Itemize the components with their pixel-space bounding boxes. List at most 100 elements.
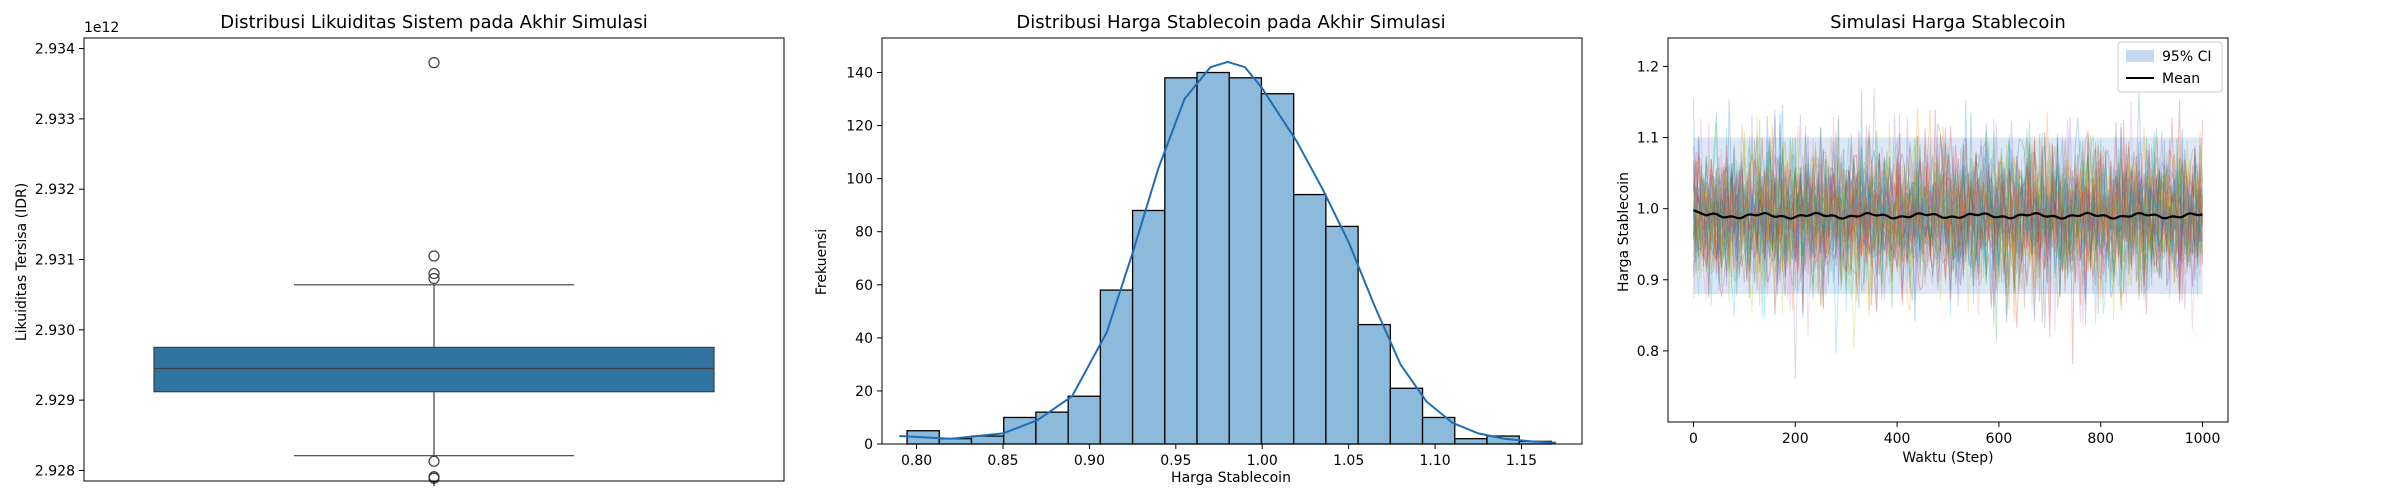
- simulation-panel: Simulasi Harga Stablecoin Harga Stableco…: [1616, 12, 2229, 466]
- simulation-ytick-label: 1.0: [1637, 202, 1659, 218]
- histogram-xtick-label: 0.90: [1074, 453, 1105, 469]
- simulation-path: [1693, 126, 2203, 271]
- simulation-path: [1693, 109, 2203, 337]
- simulation-path: [1693, 143, 2203, 273]
- histogram-bar: [1389, 387, 1424, 445]
- histogram-xlabel: Harga Stablecoin: [1171, 470, 1291, 486]
- simulation-paths: [1693, 87, 2203, 379]
- simulation-path: [1693, 122, 2203, 354]
- simulation-path: [1693, 151, 2203, 269]
- boxplot-ytick-label: 2.933: [35, 112, 75, 128]
- boxplot-ytick-label: 2.930: [35, 323, 75, 339]
- histogram-bar: [1421, 416, 1456, 445]
- simulation-path: [1693, 164, 2203, 271]
- simulation-xlabel: Waktu (Step): [1902, 450, 1993, 466]
- boxplot-yticks: 2.928 2.929 2.930 2.931 2.932 2.933 2.934: [35, 42, 84, 479]
- simulation-ci-band: [1693, 137, 2203, 294]
- simulation-path: [1693, 121, 2203, 309]
- simulation-xticks: 0 200 400 600 800 1000: [1689, 422, 2220, 447]
- legend-ci-swatch: [2126, 50, 2154, 62]
- histogram-ytick-label: 0: [864, 437, 873, 453]
- simulation-path: [1693, 127, 2203, 323]
- histogram-bar: [1067, 395, 1102, 445]
- histogram-ytick-label: 120: [846, 119, 873, 135]
- simulation-xtick-label: 600: [1986, 431, 2013, 447]
- histogram-ytick-label: 20: [855, 384, 873, 400]
- simulation-axes-frame: [1667, 37, 2229, 423]
- simulation-xtick-label: 1000: [2185, 431, 2221, 447]
- simulation-path: [1693, 109, 2203, 314]
- boxplot-box-group: [153, 57, 715, 484]
- histogram-ytick-label: 40: [855, 331, 873, 347]
- simulation-path: [1693, 134, 2203, 316]
- histogram-ytick-label: 60: [855, 278, 873, 294]
- histogram-xtick-label: 0.80: [901, 453, 932, 469]
- histogram-ytick-label: 80: [855, 225, 873, 241]
- simulation-legend: 95% CI Mean: [2117, 41, 2223, 93]
- histogram-xtick-label: 0.95: [1160, 453, 1191, 469]
- boxplot-ytick-label: 2.931: [35, 253, 75, 269]
- histogram-bar: [1131, 209, 1166, 445]
- simulation-xtick-label: 0: [1689, 431, 1698, 447]
- simulation-ytick-label: 0.9: [1637, 273, 1659, 289]
- histogram-bar: [1228, 77, 1263, 445]
- histogram-xticks: 0.80 0.85 0.90 0.95 1.00 1.05 1.10 1.15: [901, 444, 1537, 469]
- boxplot-ytick-label: 2.929: [35, 393, 75, 409]
- simulation-path: [1693, 113, 2203, 312]
- histogram-bar: [1260, 93, 1295, 445]
- boxplot-panel: Distribusi Likuiditas Sistem pada Akhir …: [14, 12, 785, 486]
- boxplot-outlier: [428, 272, 440, 285]
- boxplot-outlier: [428, 57, 440, 69]
- boxplot-outlier: [428, 267, 440, 280]
- histogram-ytick-label: 140: [846, 65, 873, 81]
- simulation-xtick-label: 400: [1884, 431, 1911, 447]
- histogram-title: Distribusi Harga Stablecoin pada Akhir S…: [1016, 12, 1445, 33]
- simulation-path: [1693, 147, 2203, 298]
- boxplot-ytick-label: 2.932: [35, 182, 75, 198]
- histogram-ytick-label: 100: [846, 172, 873, 188]
- simulation-path: [1693, 159, 2203, 298]
- boxplot-box: [153, 346, 715, 393]
- boxplot-outlier: [428, 250, 440, 262]
- boxplot-ylabel: Likuiditas Tersisa (IDR): [14, 183, 30, 341]
- simulation-path: [1693, 91, 2203, 329]
- simulation-path: [1693, 120, 2203, 330]
- boxplot-ytick-label: 2.934: [35, 42, 75, 58]
- simulation-path: [1693, 125, 2203, 349]
- simulation-path: [1693, 115, 2203, 309]
- simulation-path: [1693, 136, 2203, 283]
- histogram-bar: [1196, 71, 1230, 445]
- simulation-path: [1693, 134, 2203, 305]
- simulation-path: [1693, 99, 2203, 365]
- simulation-path: [1693, 132, 2203, 306]
- simulation-path: [1693, 163, 2203, 280]
- histogram-xtick-label: 1.10: [1420, 453, 1451, 469]
- simulation-path: [1693, 142, 2203, 303]
- histogram-ylabel: Frekuensi: [814, 229, 830, 295]
- simulation-path: [1693, 87, 2203, 379]
- simulation-path: [1693, 90, 2203, 326]
- histogram-xtick-label: 1.05: [1333, 453, 1364, 469]
- simulation-path: [1693, 132, 2203, 316]
- histogram-bar: [1293, 193, 1327, 445]
- histogram-xtick-label: 0.85: [987, 453, 1018, 469]
- simulation-path: [1693, 113, 2203, 309]
- simulation-path: [1693, 107, 2203, 311]
- histogram-bar: [1164, 77, 1198, 445]
- histogram-xtick-label: 1.00: [1247, 453, 1278, 469]
- histogram-bars: [906, 71, 1553, 445]
- simulation-yticks: 0.8 0.9 1.0 1.1 1.2: [1637, 59, 1668, 360]
- simulation-title: Simulasi Harga Stablecoin: [1830, 12, 2066, 33]
- histogram-kde-line: [899, 60, 1557, 444]
- simulation-xtick-label: 800: [2087, 431, 2114, 447]
- simulation-path: [1693, 128, 2203, 285]
- histogram-panel: Distribusi Harga Stablecoin pada Akhir S…: [814, 12, 1583, 486]
- simulation-path: [1693, 128, 2203, 298]
- histogram-bar: [1099, 289, 1134, 445]
- boxplot-outlier: [428, 455, 440, 467]
- simulation-path: [1693, 153, 2203, 281]
- simulation-ytick-label: 0.8: [1637, 344, 1659, 360]
- histogram-bar: [938, 438, 973, 445]
- simulation-path: [1693, 112, 2203, 283]
